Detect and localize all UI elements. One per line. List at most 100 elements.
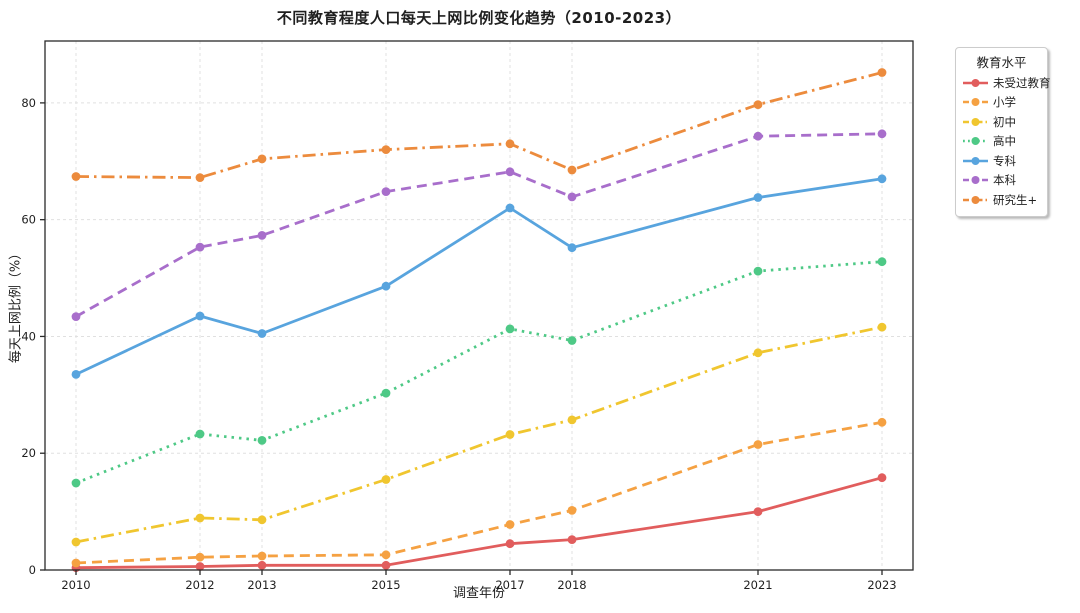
legend-marker [963, 117, 988, 126]
legend-label: 本科 [993, 173, 1016, 188]
data-point [505, 203, 515, 213]
legend-title: 教育水平 [976, 55, 1027, 70]
y-tick-label: 20 [21, 446, 36, 460]
data-point [195, 513, 205, 523]
data-point [753, 266, 763, 276]
data-point [195, 429, 205, 439]
data-point [877, 417, 887, 427]
data-point [877, 174, 887, 184]
data-point [877, 68, 887, 77]
legend-item: 研究生+ [962, 190, 1041, 210]
data-point [257, 436, 267, 445]
legend-item: 本科 [962, 171, 1041, 191]
legend-marker [963, 137, 988, 146]
data-point [753, 193, 763, 202]
data-point [505, 430, 515, 439]
y-tick-label: 60 [21, 213, 36, 227]
series-line-6 [75, 71, 883, 180]
data-point [753, 348, 763, 358]
data-point [195, 562, 205, 571]
legend-label: 专科 [993, 153, 1016, 168]
legend-item: 专科 [962, 151, 1041, 171]
x-tick-label: 2013 [247, 578, 276, 592]
series-lines [71, 68, 887, 573]
data-point [71, 312, 81, 321]
data-point [381, 281, 391, 291]
legend-item: 小学 [962, 93, 1041, 113]
data-point [257, 515, 267, 525]
data-point [381, 145, 391, 155]
data-point [195, 173, 205, 183]
data-point [567, 535, 577, 544]
series-line-4 [75, 177, 883, 376]
data-point [877, 473, 887, 483]
data-point [567, 415, 577, 425]
data-point [877, 129, 887, 139]
legend-marker [963, 195, 988, 204]
data-point [195, 242, 205, 252]
legend-items: 未受过教育小学初中高中 专科本科研究生+ [962, 73, 1051, 210]
data-point [567, 336, 577, 345]
x-tick-label: 2017 [495, 578, 524, 592]
data-point [505, 167, 515, 177]
legend: 教育水平 未受过教育小学初中高中 专科本科研究生+ [955, 47, 1051, 217]
data-point [257, 154, 267, 164]
data-point [71, 558, 81, 568]
plot-border [44, 40, 914, 571]
data-point [753, 100, 763, 109]
x-tick-label: 2018 [557, 578, 586, 592]
series-line-1 [75, 420, 883, 565]
tick-labels: 0 20 40 60 80 2010 2012 2013 2015 2017 2018 2021 202… [21, 96, 896, 592]
data-point [257, 231, 267, 240]
data-point [877, 257, 887, 267]
data-point [505, 324, 515, 334]
gridlines [45, 41, 913, 570]
data-point [753, 507, 763, 516]
x-tick-label: 2023 [867, 578, 896, 592]
data-point [567, 165, 577, 175]
data-point [877, 322, 887, 332]
legend-label: 未受过教育 [993, 75, 1051, 90]
y-axis-label: 每天上网比例（%） [8, 246, 24, 364]
legend-marker [963, 78, 988, 87]
x-tick-label: 2021 [743, 578, 772, 592]
data-point [195, 311, 205, 321]
data-point [195, 552, 205, 562]
data-point [257, 551, 267, 561]
data-point [505, 520, 515, 529]
data-point [257, 560, 267, 570]
y-tick-label: 40 [21, 329, 36, 343]
x-axis-label: 调查年份 [452, 586, 505, 601]
series-line-5 [75, 132, 883, 318]
data-point [567, 192, 577, 202]
legend-label: 初中 [993, 114, 1016, 129]
data-point [71, 537, 81, 547]
legend-item: 高中 [962, 132, 1041, 152]
legend-marker [963, 156, 988, 165]
legend-item: 初中 [962, 112, 1041, 132]
data-point [381, 388, 391, 398]
data-point [753, 131, 763, 141]
legend-label: 研究生+ [993, 192, 1038, 207]
x-tick-label: 2015 [371, 578, 400, 592]
data-point [381, 475, 391, 484]
data-point [505, 539, 515, 549]
series-line-3 [75, 260, 883, 485]
data-point [71, 478, 81, 488]
axes [40, 40, 914, 575]
legend-label: 小学 [993, 95, 1016, 110]
legend-marker [963, 176, 988, 185]
data-point [505, 139, 515, 149]
data-point [567, 506, 577, 515]
data-point [381, 560, 391, 570]
legend-marker [963, 98, 988, 107]
series-line-2 [75, 325, 883, 544]
x-tick-label: 2010 [61, 578, 90, 592]
data-point [257, 329, 267, 338]
data-point [381, 187, 391, 197]
chart-title: 不同教育程度人口每天上网比例变化趋势（2010-2023） [276, 9, 682, 27]
y-tick-label: 0 [29, 563, 36, 577]
data-point [753, 440, 763, 449]
